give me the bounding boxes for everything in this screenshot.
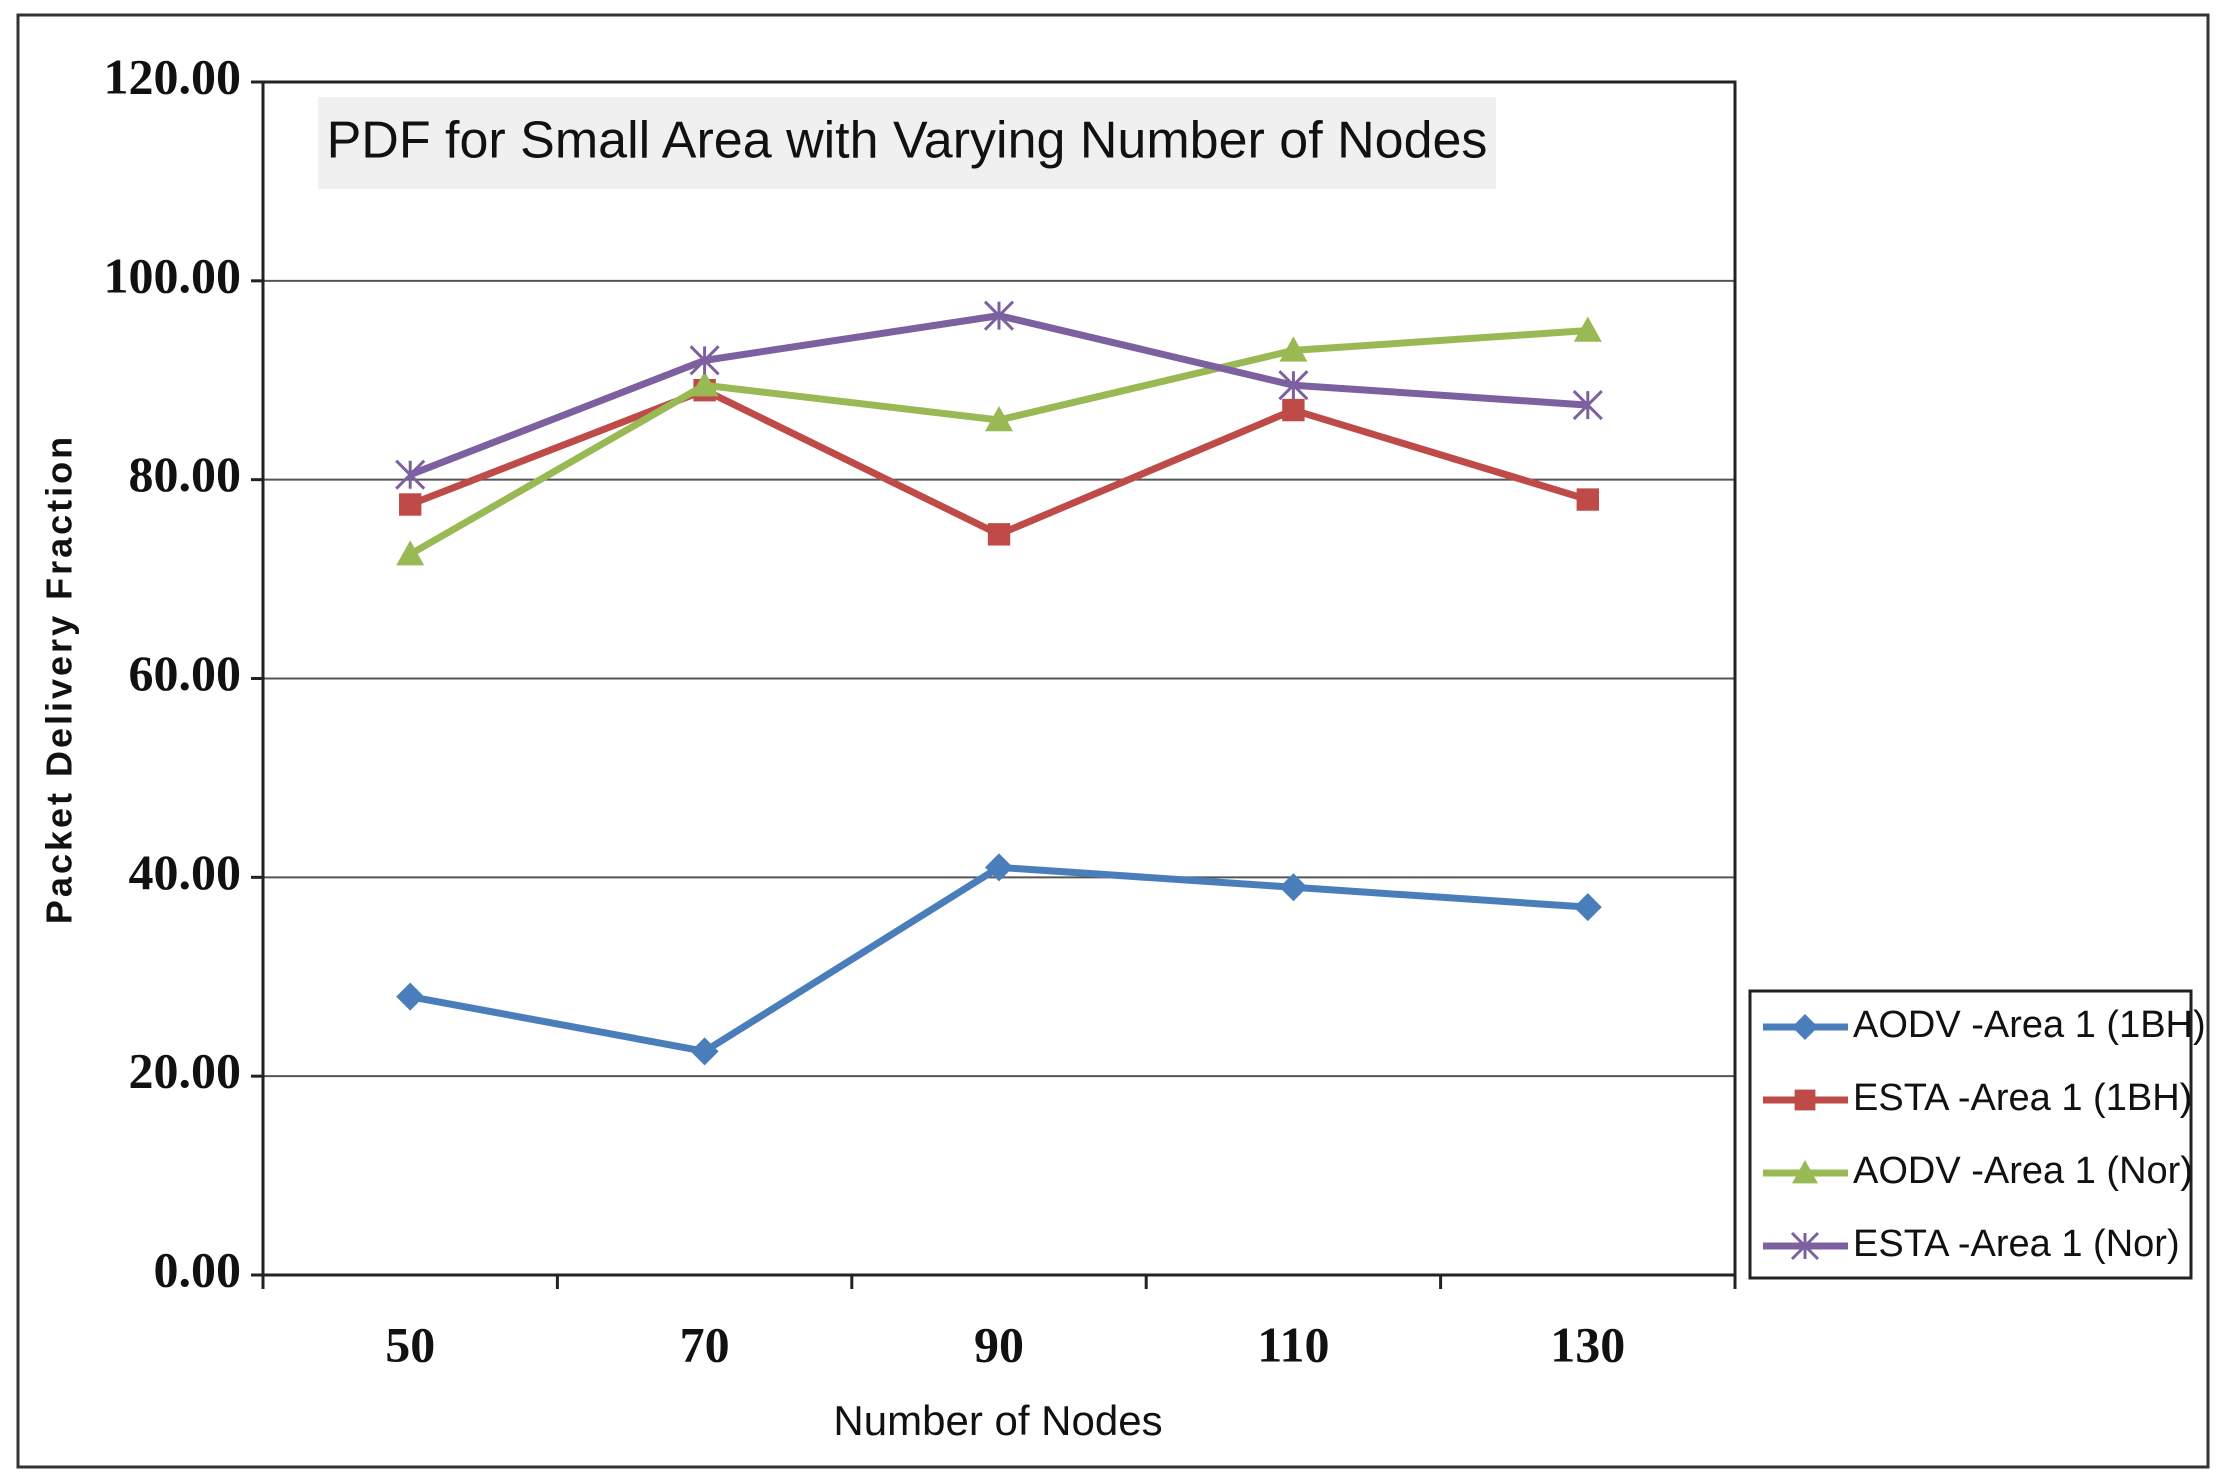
x-tick-label: 90: [974, 1316, 1024, 1372]
y-tick-label: 100.00: [104, 247, 242, 303]
marker: [1790, 1231, 1820, 1261]
marker: [1573, 893, 1602, 922]
marker: [396, 540, 425, 566]
marker: [395, 459, 426, 490]
marker: [1794, 1089, 1816, 1111]
marker: [1279, 336, 1308, 362]
marker: [1573, 316, 1602, 342]
plot: [395, 300, 1603, 1066]
legend-label: ESTA -Area 1 (1BH): [1853, 1077, 2192, 1119]
marker: [1572, 390, 1603, 421]
marker: [690, 371, 719, 397]
chart-title: PDF for Small Area with Varying Number o…: [327, 112, 1488, 170]
y-tick-label: 0.00: [154, 1241, 242, 1297]
y-axis-title: Packet Delivery Fraction: [39, 434, 80, 924]
y-tick-label: 120.00: [104, 48, 242, 104]
marker: [1576, 488, 1599, 511]
marker: [985, 406, 1013, 432]
legend-box: [1748, 989, 2193, 1280]
marker: [689, 345, 720, 376]
chart-border: [16, 13, 2210, 1469]
marker: [1279, 873, 1308, 902]
marker: [985, 853, 1013, 882]
legend-label: ESTA -Area 1 (Nor): [1853, 1223, 2180, 1265]
marker: [1282, 398, 1305, 422]
title-box: [318, 97, 1496, 189]
y-tick-label: 40.00: [129, 844, 242, 900]
y-tick-label: 20.00: [129, 1043, 242, 1099]
marker: [1792, 1160, 1818, 1184]
marker: [1792, 1014, 1818, 1040]
marker: [1278, 370, 1309, 401]
marker: [396, 982, 425, 1011]
marker: [987, 523, 1011, 546]
y-tick-label: 80.00: [129, 446, 242, 502]
marker: [399, 493, 422, 516]
x-tick-label: 110: [1257, 1316, 1329, 1372]
legend-label: AODV -Area 1 (Nor): [1853, 1150, 2193, 1192]
marker: [690, 1037, 719, 1066]
y-tick-label: 60.00: [129, 645, 242, 701]
x-axis-title: Number of Nodes: [833, 1397, 1162, 1444]
x-tick-label: 50: [385, 1316, 435, 1372]
legend-label: AODV -Area 1 (1BH): [1853, 1004, 2206, 1046]
x-tick-label: 130: [1550, 1316, 1625, 1372]
marker: [983, 300, 1015, 331]
x-tick-label: 70: [680, 1316, 730, 1372]
